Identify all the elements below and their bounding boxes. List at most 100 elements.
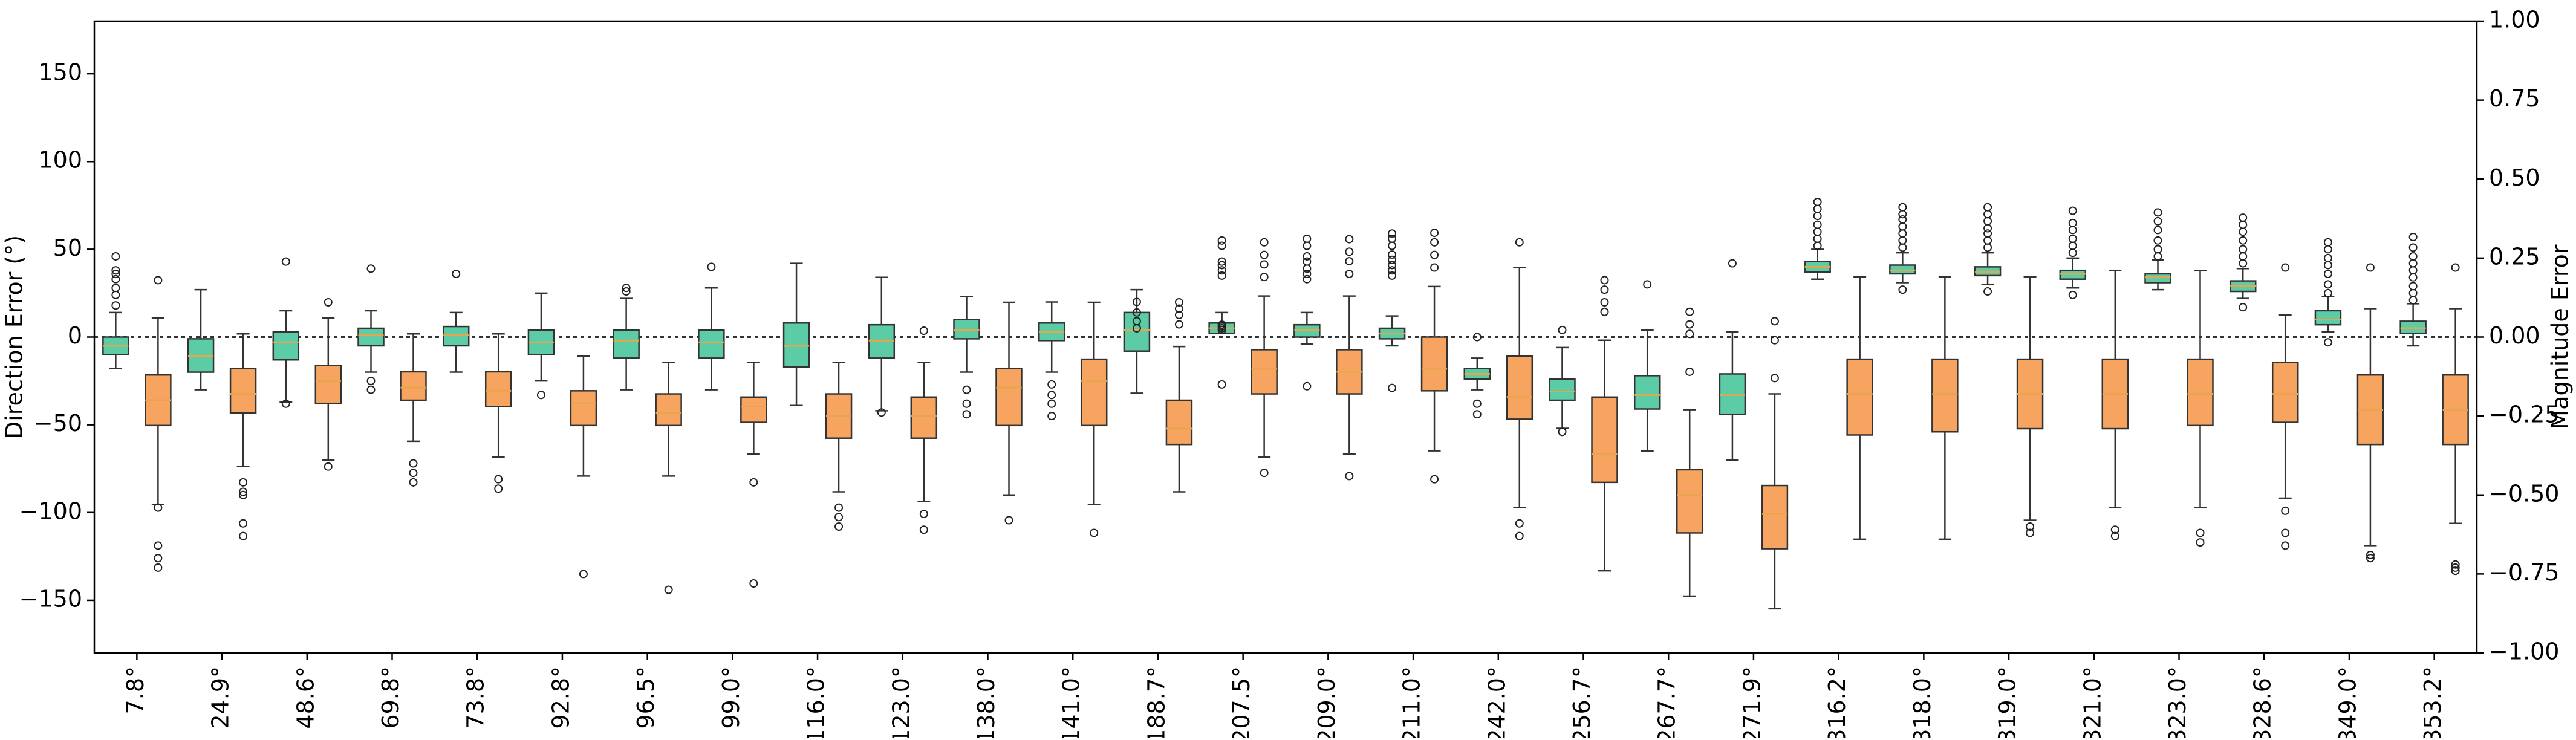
magnitude-box [825, 362, 853, 531]
x-tick-label: 353.2° [2419, 666, 2446, 738]
flier-point [664, 585, 673, 594]
flier-point [281, 399, 290, 408]
flier-point [154, 541, 163, 550]
magnitude-box [1931, 276, 1959, 540]
x-tick-label: 319.0° [1994, 666, 2021, 738]
flier-point [1685, 307, 1694, 316]
flier-point [154, 276, 163, 285]
y-tick-label: 100 [38, 147, 82, 174]
flier-point [1217, 241, 1226, 250]
y2-tick-label: 0.75 [2489, 85, 2540, 112]
flier-point [111, 301, 120, 310]
x-tick-label: 321.0° [2079, 666, 2106, 738]
flier-point [2451, 566, 2460, 576]
flier-point [1600, 298, 1609, 307]
flier-point [1430, 229, 1439, 238]
flier-point [749, 579, 758, 588]
flier-point [1303, 274, 1312, 284]
flier-point [1685, 367, 1694, 376]
y2-tick-label: 1.00 [2489, 7, 2540, 33]
flier-point [1303, 270, 1312, 278]
magnitude-box [1676, 307, 1703, 597]
flier-point [1303, 234, 1312, 243]
flier-point [2451, 560, 2460, 569]
flier-point [622, 284, 631, 293]
flier-point [707, 262, 716, 271]
flier-point [2068, 290, 2077, 299]
flier-point [1770, 336, 1779, 345]
direction-box [357, 264, 385, 394]
flier-point [452, 270, 461, 278]
y2-tick-label: 0.50 [2489, 164, 2540, 191]
box-iqr [272, 331, 300, 361]
y-tick-label: −150 [19, 585, 82, 612]
direction-box [1378, 229, 1406, 392]
direction-box [953, 296, 980, 419]
flier-point [1388, 250, 1397, 259]
direction-box [187, 288, 215, 391]
y2-tick-label: −0.75 [2489, 559, 2559, 586]
flier-point [1345, 270, 1354, 278]
flier-point [409, 478, 418, 487]
flier-point [1132, 317, 1141, 326]
box-iqr [1931, 358, 1959, 433]
flier-point [1260, 260, 1269, 269]
flier-point [2366, 551, 2375, 560]
x-tick-label: 188.7° [1143, 666, 1169, 738]
flier-point [111, 270, 120, 278]
flier-point [2153, 245, 2162, 254]
direction-box [1633, 280, 1661, 452]
box-iqr [1420, 336, 1448, 392]
box-iqr [570, 390, 597, 427]
flier-point [2153, 216, 2162, 226]
flier-point [2323, 338, 2332, 347]
x-tick-label: 92.8° [547, 666, 574, 729]
flier-point [2239, 213, 2248, 222]
flier-point [2196, 538, 2205, 547]
flier-point [1600, 307, 1609, 316]
box-iqr [655, 393, 682, 427]
flier-point [1983, 203, 1992, 212]
flier-point [2281, 528, 2290, 537]
flier-point [919, 525, 928, 534]
direction-box [2059, 206, 2087, 299]
magnitude-box [484, 333, 512, 493]
flier-point [1217, 257, 1226, 266]
flier-point [2323, 270, 2332, 278]
box-iqr [1633, 375, 1661, 410]
x-tick-label: 328.6° [2249, 666, 2276, 738]
flier-point [622, 287, 631, 296]
magnitude-box [229, 333, 257, 540]
magnitude-box [1080, 301, 1108, 537]
box-iqr [2271, 362, 2299, 423]
x-tick-label: 323.0° [2164, 666, 2191, 738]
flier-point [2026, 522, 2035, 531]
x-tick-label: 141.0° [1058, 666, 1085, 738]
box-iqr [1846, 358, 1873, 436]
flier-point [1345, 235, 1354, 244]
flier-point [1685, 329, 1694, 339]
flier-point [494, 484, 503, 493]
flier-point [2153, 236, 2162, 245]
flier-point [1047, 399, 1056, 408]
flier-point [1728, 259, 1737, 268]
flier-point [1174, 320, 1183, 329]
direction-box [272, 257, 300, 408]
flier-point [2408, 282, 2418, 291]
direction-box [1038, 301, 1065, 421]
flier-point [749, 478, 758, 487]
flier-point [2451, 263, 2460, 272]
flier-point [1600, 276, 1609, 285]
flier-point [1217, 236, 1226, 245]
flier-point [1515, 238, 1524, 247]
box-iqr [740, 396, 767, 423]
magnitude-box [1165, 298, 1193, 493]
y-tick-label: −100 [19, 498, 82, 524]
flier-point [1643, 280, 1652, 289]
x-tick-label: 116.0° [803, 666, 830, 738]
flier-point [2408, 252, 2418, 261]
flier-point [111, 252, 120, 261]
x-tick-label: 271.9° [1738, 666, 1765, 738]
magnitude-box [2016, 276, 2044, 537]
box-iqr [1251, 349, 1278, 395]
